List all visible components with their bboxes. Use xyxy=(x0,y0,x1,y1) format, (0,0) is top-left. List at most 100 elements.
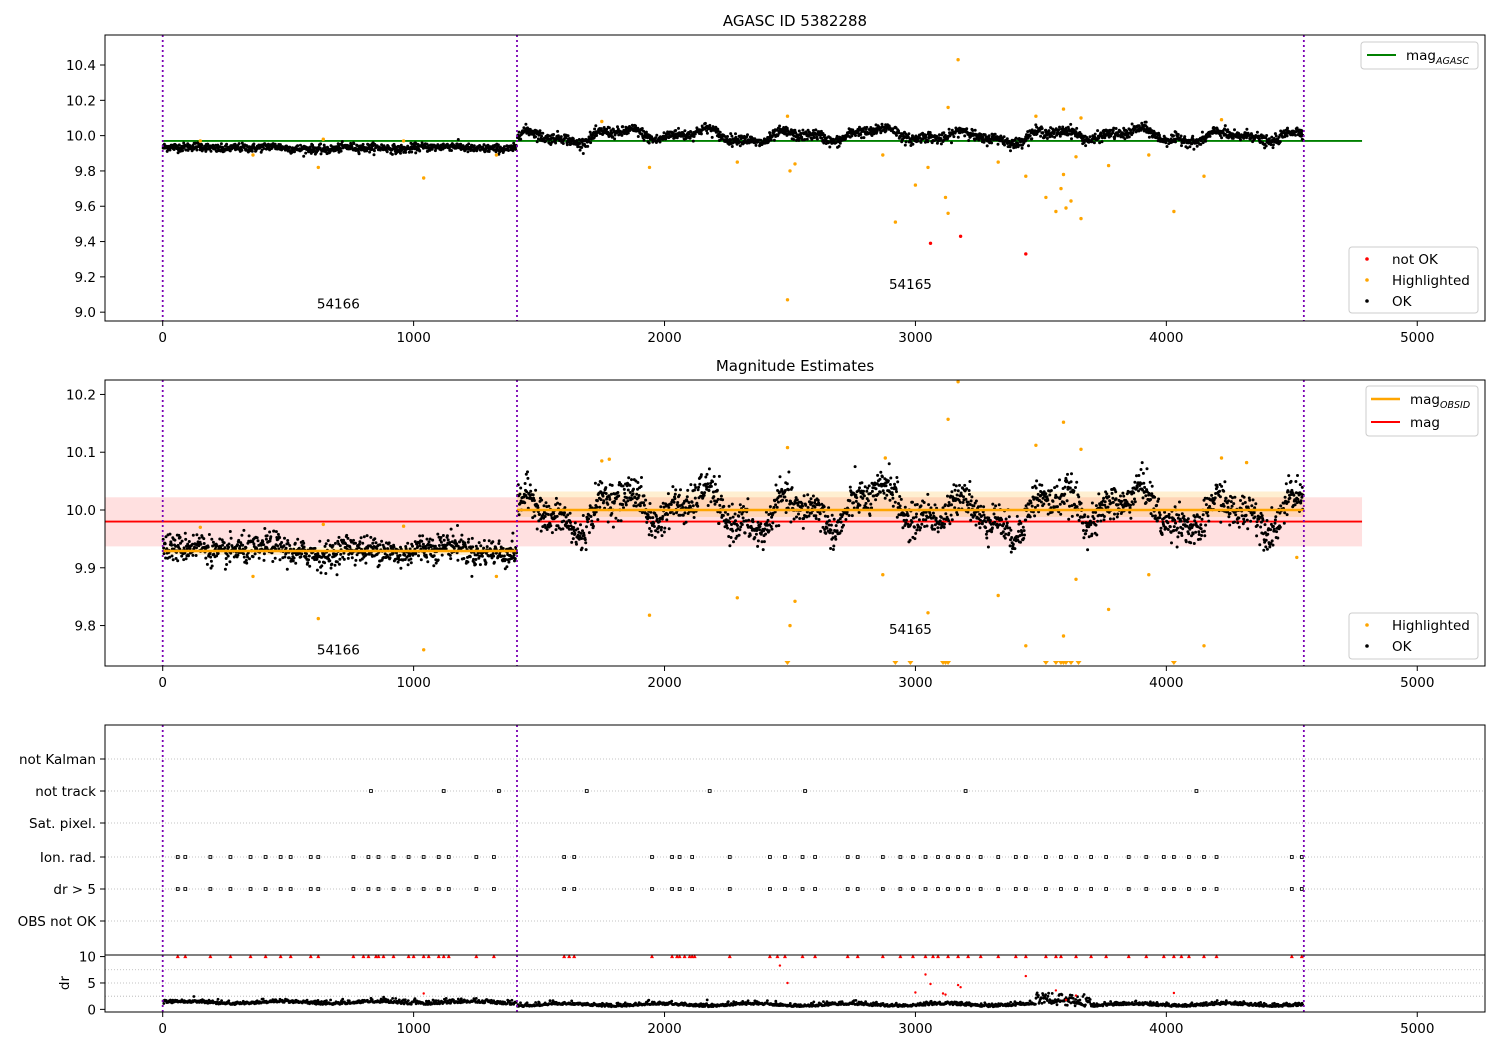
ok-point xyxy=(225,563,229,566)
ok-point xyxy=(497,542,501,545)
ok-point xyxy=(667,527,671,531)
ok-point xyxy=(337,535,341,539)
ok-point xyxy=(585,525,588,529)
ok-point xyxy=(819,529,823,533)
ok-point xyxy=(571,537,575,541)
highlighted-point xyxy=(1079,216,1083,221)
ok-point xyxy=(572,526,576,529)
ok-point xyxy=(589,141,593,145)
ok-point xyxy=(445,534,449,538)
ok-point xyxy=(666,513,670,516)
ok-point xyxy=(639,485,643,488)
ok-point xyxy=(365,534,369,538)
ok-point xyxy=(409,561,413,565)
ok-point xyxy=(194,554,198,557)
ok-point xyxy=(728,544,732,548)
ok-point xyxy=(245,561,249,565)
ok-point xyxy=(751,520,755,524)
ok-point xyxy=(556,129,560,133)
ok-point xyxy=(576,527,580,531)
ok-point xyxy=(842,523,845,527)
ok-point xyxy=(915,528,919,532)
ok-point xyxy=(616,491,620,494)
ok-point xyxy=(974,523,978,527)
ok-point xyxy=(870,489,874,493)
ok-point xyxy=(554,141,558,145)
ok-point xyxy=(531,493,535,497)
ok-point xyxy=(707,467,711,471)
agasc-history-panel: AGASC ID 5382288 0 1000 2000 3000 4000 50009.… xyxy=(66,12,1486,346)
ok-point xyxy=(1245,127,1249,131)
ok-point xyxy=(626,499,630,503)
ok-point xyxy=(474,558,478,561)
ok-point xyxy=(556,134,560,138)
ok-point xyxy=(889,476,893,480)
ok-point xyxy=(519,486,523,490)
ok-point xyxy=(855,496,859,500)
ok-point xyxy=(858,486,861,490)
obsid-label-54165: 54165 xyxy=(889,277,932,293)
ok-point xyxy=(436,558,440,562)
ok-point xyxy=(362,535,366,539)
ok-point xyxy=(834,524,838,528)
ok-point xyxy=(626,488,630,492)
ok-point xyxy=(163,542,167,546)
ok-point xyxy=(1264,144,1268,148)
ok-point xyxy=(1200,130,1204,134)
ok-point xyxy=(589,515,593,518)
ok-point xyxy=(436,532,440,536)
ok-point xyxy=(224,557,228,560)
ok-point xyxy=(583,538,587,542)
highlighted-point xyxy=(1054,209,1058,214)
ok-point xyxy=(823,133,827,137)
ok-point xyxy=(868,514,872,517)
ok-point xyxy=(502,145,506,149)
ok-point xyxy=(326,539,330,543)
ok-point xyxy=(730,502,734,506)
ok-point xyxy=(893,482,896,486)
ok-point xyxy=(288,544,292,547)
ok-point xyxy=(987,134,991,138)
ok-point xyxy=(524,122,528,126)
ok-point xyxy=(555,514,559,518)
ok-point xyxy=(282,544,286,548)
ok-point xyxy=(1075,126,1079,130)
ok-point xyxy=(874,498,878,502)
ok-point xyxy=(535,527,539,531)
ok-point xyxy=(398,553,402,557)
ok-point xyxy=(358,540,362,544)
ok-point xyxy=(361,142,365,146)
ok-point xyxy=(378,543,382,547)
ok-point xyxy=(730,134,734,138)
ok-point xyxy=(731,515,735,519)
highlighted-point xyxy=(1202,174,1206,178)
ok-point xyxy=(993,132,997,136)
ok-point xyxy=(184,537,188,541)
ok-point xyxy=(1294,133,1297,137)
ok-point xyxy=(299,143,302,147)
ok-point xyxy=(571,137,575,141)
ok-point xyxy=(910,520,914,524)
highlighted-point xyxy=(1079,116,1083,120)
ok-point xyxy=(642,129,646,133)
ok-point xyxy=(811,129,815,132)
ok-point xyxy=(767,529,771,533)
ok-point xyxy=(785,499,788,502)
ok-point xyxy=(738,140,741,144)
ok-point xyxy=(706,482,710,486)
ok-point xyxy=(878,490,882,494)
ok-point xyxy=(768,131,772,135)
ok-point xyxy=(1176,133,1180,136)
ok-point xyxy=(606,502,610,506)
highlighted-point xyxy=(1059,186,1063,191)
ok-point xyxy=(595,505,599,509)
ok-point xyxy=(630,478,633,482)
ok-point xyxy=(963,134,967,138)
ok-point xyxy=(659,528,663,532)
ok-point xyxy=(274,530,278,534)
ok-point xyxy=(420,539,424,543)
ok-point xyxy=(697,485,701,489)
ok-point xyxy=(712,495,716,499)
ok-point xyxy=(853,465,857,469)
ok-point xyxy=(1233,128,1236,132)
